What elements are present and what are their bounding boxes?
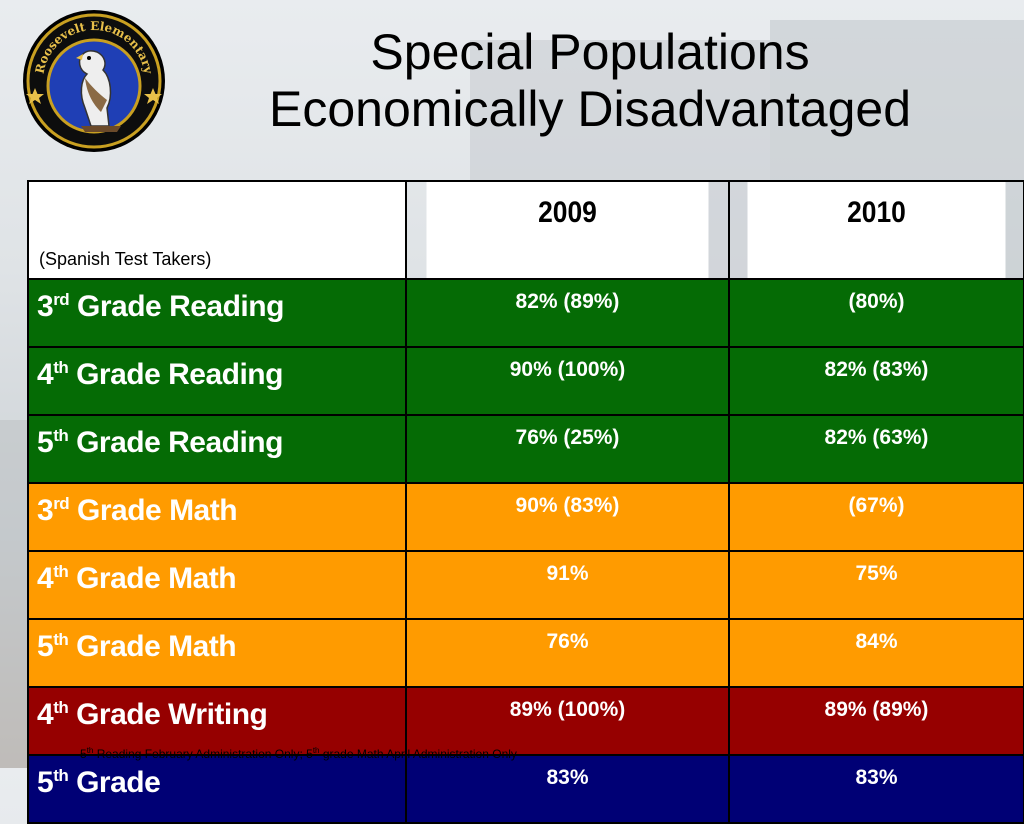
grade-ordinal: th (53, 426, 69, 445)
value-2010: (80%) (728, 278, 1024, 348)
subject-label: Grade Math (76, 562, 237, 595)
table-row: 5th Grade 83% 83% (27, 754, 1024, 824)
table-row: 4th Grade Math 91% 75% (27, 550, 1024, 620)
value-2009: 91% (405, 550, 730, 620)
footnote-ordinal: th (86, 746, 94, 755)
subject-label: Grade Writing (76, 698, 268, 731)
row-label: 4th Grade Reading (27, 346, 407, 416)
subject-label: Grade Reading (76, 358, 283, 391)
table-row: 4th Grade Writing 89% (100%) 89% (89%) (27, 686, 1024, 756)
subject-label: Grade Math (77, 494, 238, 527)
grade-ordinal: th (53, 766, 69, 785)
grade-ordinal: th (53, 358, 69, 377)
corner-label: (Spanish Test Takers) (39, 249, 212, 269)
value-2009: 82% (89%) (405, 278, 730, 348)
footnote-grade-number: 5 (306, 747, 313, 761)
row-label: 5th Grade Reading (27, 414, 407, 484)
row-label: 5th Grade Math (27, 618, 407, 688)
footnote-text: grade Math April Administration Only (319, 747, 517, 761)
value-2009: 89% (100%) (405, 686, 730, 756)
grade-ordinal: th (53, 562, 69, 581)
row-label: 5th Grade (27, 754, 407, 824)
footnote-text: Reading February Administration Only; (93, 747, 307, 761)
value-2009: 90% (83%) (405, 482, 730, 552)
row-label: 3rd Grade Math (27, 482, 407, 552)
year-header-2009: 2009 (424, 180, 711, 280)
value-2010: 82% (83%) (728, 346, 1024, 416)
grade-ordinal: rd (53, 290, 70, 309)
value-2010: 82% (63%) (728, 414, 1024, 484)
table-row: 3rd Grade Reading 82% (89%) (80%) (27, 278, 1024, 348)
grade-number: 3 (37, 290, 54, 323)
table-header-row: (Spanish Test Takers) 2009 2010 (27, 180, 1024, 280)
corner-cell: (Spanish Test Takers) (27, 180, 407, 280)
grade-number: 4 (37, 358, 54, 391)
results-table: (Spanish Test Takers) 2009 2010 3rd Grad… (27, 180, 1024, 824)
subject-label: Grade Math (76, 630, 237, 663)
footnote-ordinal: th (312, 746, 320, 755)
grade-number: 5 (37, 630, 54, 663)
table-row: 4th Grade Reading 90% (100%) 82% (83%) (27, 346, 1024, 416)
table-row: 3rd Grade Math 90% (83%) (67%) (27, 482, 1024, 552)
value-2010: 75% (728, 550, 1024, 620)
value-2009: 76% (25%) (405, 414, 730, 484)
grade-ordinal: th (53, 630, 69, 649)
footnote-grade-number: 5 (80, 747, 87, 761)
value-2010: (67%) (728, 482, 1024, 552)
school-logo: Roosevelt Elementary (21, 8, 167, 154)
value-2010: 89% (89%) (728, 686, 1024, 756)
grade-number: 5 (37, 766, 54, 799)
table-row: 5th Grade Math 76% 84% (27, 618, 1024, 688)
row-label: 4th Grade Writing (27, 686, 407, 756)
value-2009: 83% (405, 754, 730, 824)
slide-title: Special Populations Economically Disadva… (180, 24, 1000, 138)
row-label: 3rd Grade Reading (27, 278, 407, 348)
subject-label: Grade Reading (76, 426, 283, 459)
title-line-1: Special Populations (370, 24, 810, 80)
grade-number: 4 (37, 562, 54, 595)
row-label: 4th Grade Math (27, 550, 407, 620)
grade-ordinal: th (53, 698, 69, 717)
grade-number: 5 (37, 426, 54, 459)
value-2010: 83% (728, 754, 1024, 824)
value-2009: 76% (405, 618, 730, 688)
grade-ordinal: rd (53, 494, 70, 513)
value-2009: 90% (100%) (405, 346, 730, 416)
year-header-2010: 2010 (745, 180, 1008, 280)
footnote: 5th Reading February Administration Only… (80, 746, 517, 761)
grade-number: 4 (37, 698, 54, 731)
subject-label: Grade Reading (77, 290, 284, 323)
value-2010: 84% (728, 618, 1024, 688)
title-line-2: Economically Disadvantaged (268, 81, 912, 137)
grade-number: 3 (37, 494, 54, 527)
subject-label: Grade (76, 766, 161, 799)
hawk-emblem-icon: Roosevelt Elementary (23, 10, 165, 152)
table-row: 5th Grade Reading 76% (25%) 82% (63%) (27, 414, 1024, 484)
